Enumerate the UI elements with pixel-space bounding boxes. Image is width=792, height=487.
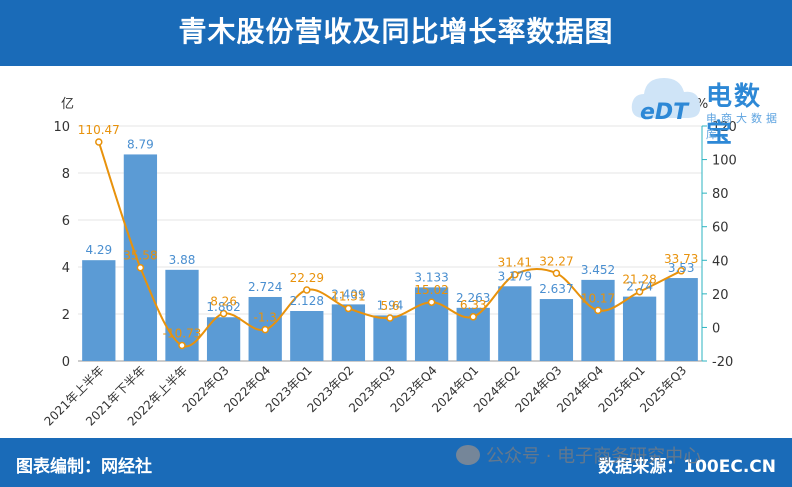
wechat-watermark: 公众号 · 电子商务研究中心 (456, 442, 701, 468)
bar-value-label: 3.53 (668, 261, 695, 275)
bar-value-label: 2.263 (456, 291, 490, 305)
bar (498, 286, 532, 361)
y-left-tick-label: 6 (62, 214, 70, 229)
line-value-label: 5.6 (380, 299, 399, 313)
y-left-axis-label: 亿 (61, 97, 74, 112)
bar-value-label: 1.94 (377, 298, 404, 312)
line-value-label: 31.41 (498, 256, 532, 270)
header-bar: 青木股份营收及同比增长率数据图 (0, 0, 792, 66)
bar (664, 278, 698, 361)
logo-edt-text: eDT (640, 100, 689, 125)
y-right-tick-label: 100 (712, 154, 737, 169)
bar (206, 317, 241, 361)
line-point (552, 269, 561, 278)
line-point (178, 341, 186, 350)
y-left-tick-label: 4 (62, 261, 70, 276)
line-value-label: 11.31 (331, 289, 365, 303)
bar-value-label: 2.637 (539, 282, 573, 296)
y-right-tick-label: 0 (712, 321, 720, 336)
bar (331, 304, 366, 361)
bar-value-label: 2.724 (248, 280, 282, 294)
bar-value-label: 2.409 (331, 287, 365, 301)
bar-value-label: 3.452 (581, 263, 615, 277)
bar-value-label: 3.179 (498, 269, 532, 283)
y-left-tick-label: 10 (53, 120, 70, 135)
line-point (261, 325, 269, 334)
cloud-logo-icon (631, 78, 701, 118)
line-point (469, 313, 477, 321)
line-value-label: 110.47 (78, 123, 120, 137)
y-right-tick-label: -20 (712, 355, 733, 370)
y-left-tick-label: 0 (62, 355, 70, 370)
bar-value-label: 4.29 (85, 243, 112, 257)
line-value-label: 32.27 (539, 254, 573, 268)
line-value-label: 15.02 (414, 283, 448, 297)
line-value-label: 21.28 (622, 273, 656, 287)
y-right-tick-label: 40 (712, 254, 729, 269)
page-title: 青木股份营收及同比增长率数据图 (178, 15, 614, 48)
watermark-text: 公众号 · 电子商务研究中心 (486, 446, 702, 467)
logo-subtitle: 电商大数据库 (706, 112, 781, 141)
line-point (594, 306, 602, 315)
footer-credit: 图表编制：网经社 (16, 457, 152, 477)
bar (539, 299, 574, 361)
bar (290, 310, 324, 361)
bar (82, 260, 116, 361)
line-point (136, 263, 145, 272)
footer-source: 数据来源：100EC.CN (598, 457, 776, 477)
bar-value-label: 2.128 (290, 294, 324, 308)
line-value-label: 22.29 (290, 271, 324, 285)
logo: eDT 电数宝 电商大数据库 (628, 70, 788, 149)
line-point (95, 138, 103, 146)
bar-value-label: 1.862 (206, 300, 240, 314)
logo-text: 电数宝 (706, 82, 763, 149)
line-point (344, 304, 353, 313)
chart-area: 0 2 4 6 8 10 -20 0 20 40 60 80 100 120 亿% 4.29 8.79 3.88 1… (0, 66, 792, 438)
line-point (386, 314, 394, 322)
bar (373, 315, 407, 361)
line-value-label: 35.58 (123, 249, 157, 263)
line-value-label: 33.73 (664, 252, 698, 266)
line-value-label: 8.26 (210, 295, 237, 309)
bar-value-label: 3.133 (414, 270, 448, 284)
line-point (635, 287, 644, 296)
line-value-label: -1.3 (253, 311, 276, 325)
bar (622, 296, 657, 361)
y-right-tick-label: 120 (712, 120, 737, 135)
bar (581, 279, 615, 361)
line-value-label: 10.17 (581, 291, 615, 305)
wechat-icon (456, 445, 480, 465)
footer-bar: 图表编制：网经社 数据来源：100EC.CN (0, 438, 792, 487)
bar (414, 287, 449, 361)
bar-value-label: 2.74 (626, 280, 653, 294)
y-left-tick-label: 8 (62, 167, 70, 182)
y-right-tick-label: 60 (712, 221, 729, 236)
line-point (303, 286, 311, 294)
y-right-tick-label: 20 (712, 288, 729, 303)
line-point (511, 270, 519, 279)
line-point (677, 267, 685, 275)
bar-value-label: 3.88 (169, 253, 196, 267)
line-point (219, 309, 228, 318)
y-right-tick-label: 80 (712, 187, 729, 202)
line-value-label: -10.73 (163, 326, 202, 340)
line-value-label: 6.33 (460, 298, 487, 312)
bar-value-label: 8.79 (127, 137, 154, 151)
y-left-tick-label: 2 (62, 308, 70, 323)
line-point (427, 298, 436, 306)
bar (123, 154, 158, 361)
